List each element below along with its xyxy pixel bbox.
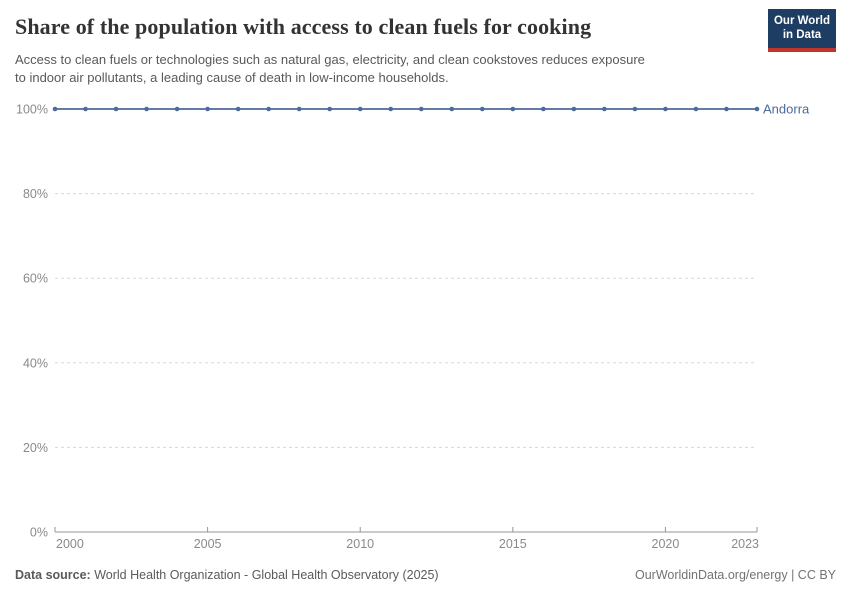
data-point-andorra-2012[interactable]	[418, 106, 424, 112]
data-source-label: Data source:	[15, 568, 91, 582]
y-axis-tick-label-0: 0%	[30, 526, 48, 540]
chart-subtitle: Access to clean fuels or technologies su…	[15, 51, 645, 87]
y-axis-tick-label-80: 80%	[23, 187, 48, 201]
data-point-andorra-2022[interactable]	[724, 106, 729, 112]
x-axis-tick-label-2015: 2015	[499, 537, 527, 551]
data-point-andorra-2013[interactable]	[449, 106, 455, 112]
owid-logo-line-1: Our World	[773, 15, 830, 27]
data-point-andorra-2000[interactable]	[52, 106, 58, 112]
data-point-andorra-2002[interactable]	[113, 106, 119, 112]
data-point-andorra-2023[interactable]	[754, 106, 760, 112]
y-axis-tick-label-60: 60%	[23, 272, 48, 286]
data-point-andorra-2017[interactable]	[571, 106, 577, 112]
x-axis-tick-label-2000: 2000	[56, 537, 84, 551]
owid-logo[interactable]: Our World in Data	[768, 9, 836, 52]
owid-logo-line-2: in Data	[782, 28, 822, 41]
data-point-andorra-2010[interactable]	[357, 106, 363, 112]
data-point-andorra-2001[interactable]	[83, 106, 88, 112]
x-axis-tick-label-2010: 2010	[346, 537, 374, 551]
x-axis-tick-label-2020: 2020	[652, 537, 680, 551]
footer-rights-link[interactable]: OurWorldinData.org/energy | CC BY	[634, 568, 836, 582]
data-point-andorra-2003[interactable]	[144, 106, 149, 112]
data-point-andorra-2018[interactable]	[602, 106, 607, 112]
data-point-andorra-2006[interactable]	[235, 106, 241, 112]
line-chart[interactable]: 0% 20% 40% 60% 80% 100% 2000 2005 2010 2015 2020 20…	[0, 100, 850, 560]
data-point-andorra-2015[interactable]	[510, 106, 516, 112]
data-point-andorra-2021[interactable]	[693, 106, 699, 112]
subtitle-line-2: to indoor air pollutants, a leading caus…	[15, 70, 449, 85]
data-point-andorra-2019[interactable]	[632, 106, 638, 112]
data-point-andorra-2007[interactable]	[266, 106, 271, 112]
data-point-andorra-2016[interactable]	[541, 106, 546, 112]
subtitle-line-1: Access to clean fuels or technologies su…	[15, 52, 645, 67]
x-axis-tick-label-2005: 2005	[194, 537, 222, 551]
y-axis-tick-label-40: 40%	[23, 356, 48, 370]
data-point-andorra-2020[interactable]	[663, 106, 668, 112]
owid-logo-red-bar	[768, 48, 836, 52]
data-point-andorra-2004[interactable]	[174, 106, 180, 112]
x-axis-tick-label-2023: 2023	[731, 537, 759, 551]
page-title: Share of the population with access to c…	[15, 14, 592, 39]
data-source-text: World Health Organization - Global Healt…	[94, 568, 439, 582]
owid-logo-box: Our World in Data	[768, 9, 836, 48]
data-point-andorra-2005[interactable]	[205, 106, 210, 112]
data-point-andorra-2009[interactable]	[327, 106, 332, 112]
y-axis-tick-label-100: 100%	[16, 103, 48, 117]
entity-label-andorra[interactable]: Andorra	[763, 102, 810, 117]
data-point-andorra-2014[interactable]	[480, 106, 485, 112]
data-source-note: Data source: World Health Organization -…	[15, 568, 439, 582]
data-point-andorra-2008[interactable]	[296, 106, 302, 112]
data-point-andorra-2011[interactable]	[388, 106, 394, 112]
chart-footer: Data source: World Health Organization -…	[15, 568, 836, 582]
y-axis-tick-label-20: 20%	[23, 441, 48, 455]
